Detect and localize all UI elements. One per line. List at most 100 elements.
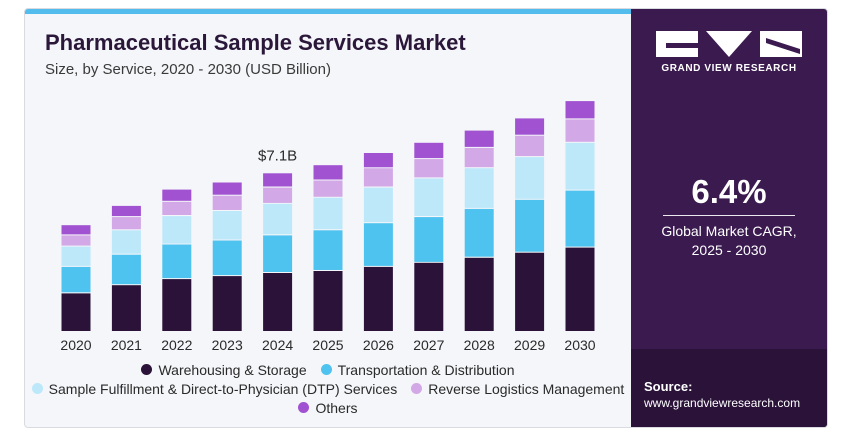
- legend-row: Others: [25, 398, 631, 417]
- data-label-2024: $7.1B: [258, 147, 297, 164]
- bar-segment-2020-s0: [61, 293, 91, 331]
- bar-segment-2025-s4: [313, 165, 343, 180]
- brand-name: GRAND VIEW RESEARCH: [661, 63, 797, 74]
- legend-item: Sample Fulfillment & Direct-to-Physician…: [31, 380, 398, 397]
- bar-segment-2025-s1: [313, 230, 343, 270]
- legend-row: Sample Fulfillment & Direct-to-Physician…: [25, 379, 631, 398]
- bar-segment-2024-s4: [263, 173, 293, 187]
- x-tick-label-2022: 2022: [161, 337, 192, 353]
- bar-segment-2023-s4: [212, 182, 242, 195]
- cagr-label-line2: 2025 - 2030: [691, 242, 767, 258]
- bar-segment-2024-s0: [263, 273, 293, 331]
- bar-segment-2029-s4: [515, 118, 545, 135]
- bar-segment-2030-s4: [565, 101, 595, 119]
- bar-segment-2022-s0: [162, 279, 192, 331]
- chart-legend: Warehousing & Storage Transportation & Di…: [25, 360, 631, 417]
- bar-segment-2022-s1: [162, 244, 192, 279]
- bar-segment-2026-s2: [363, 187, 393, 223]
- brand-logo: [656, 31, 802, 57]
- cagr-value: 6.4%: [691, 173, 767, 210]
- bar-segment-2026-s3: [363, 168, 393, 187]
- legend-label: Warehousing & Storage: [158, 361, 307, 378]
- bar-segment-2027-s4: [414, 142, 444, 159]
- bar-segment-2029-s0: [515, 252, 545, 331]
- bar-segment-2023-s1: [212, 240, 242, 276]
- legend-swatch: [141, 364, 153, 375]
- bar-chart: 2020 2021 2022 2023 2024 $7.1B 2025 2026 2027 202…: [60, 101, 596, 353]
- bar-segment-2030-s0: [565, 247, 595, 331]
- x-tick-label-2025: 2025: [312, 337, 343, 353]
- bar-segment-2021-s4: [111, 205, 141, 217]
- legend-item: Warehousing & Storage: [141, 361, 307, 378]
- bar-segment-2021-s1: [111, 254, 141, 285]
- legend-swatch: [411, 383, 423, 394]
- chart-subtitle: Size, by Service, 2020 - 2030 (USD Billi…: [45, 61, 331, 78]
- legend-label: Others: [315, 399, 358, 416]
- sidebar-panel: GRAND VIEW RESEARCH 6.4% Global Market C…: [631, 9, 827, 427]
- top-accent-bar: [25, 9, 631, 14]
- bar-segment-2028-s0: [464, 257, 494, 331]
- bar-segment-2027-s0: [414, 262, 444, 331]
- chart-panel: Pharmaceutical Sample Services Market Si…: [25, 14, 631, 427]
- x-tick-label-2026: 2026: [363, 337, 394, 353]
- bar-segment-2020-s2: [61, 246, 91, 266]
- legend-row: Warehousing & Storage Transportation & Di…: [25, 360, 631, 379]
- bar-segment-2024-s1: [263, 235, 293, 272]
- legend-swatch: [320, 364, 332, 375]
- bar-segment-2024-s2: [263, 203, 293, 235]
- bar-segment-2022-s4: [162, 189, 192, 201]
- bar-segment-2025-s2: [313, 197, 343, 230]
- bar-segment-2030-s2: [565, 142, 595, 190]
- bar-segment-2025-s0: [313, 271, 343, 331]
- bar-segment-2023-s0: [212, 276, 242, 331]
- bar-segment-2021-s3: [111, 217, 141, 230]
- x-tick-label-2024: 2024: [262, 337, 293, 353]
- legend-label: Reverse Logistics Management: [428, 380, 625, 397]
- source-footer: Source: www.grandviewresearch.com: [631, 349, 827, 427]
- bar-segment-2026-s1: [363, 223, 393, 266]
- bar-segment-2024-s3: [263, 187, 293, 203]
- legend-item: Transportation & Distribution: [320, 361, 515, 378]
- source-label: Source:: [644, 379, 693, 394]
- chart-title: Pharmaceutical Sample Services Market: [45, 30, 466, 55]
- legend-label: Sample Fulfillment & Direct-to-Physician…: [48, 380, 398, 397]
- legend-label: Transportation & Distribution: [337, 361, 515, 378]
- bar-segment-2026-s0: [363, 266, 393, 331]
- bar-segment-2028-s4: [464, 130, 494, 147]
- bar-segment-2027-s2: [414, 178, 444, 216]
- bar-segment-2028-s1: [464, 208, 494, 257]
- bar-segment-2020-s3: [61, 235, 91, 246]
- bar-segment-2029-s1: [515, 199, 545, 252]
- cagr-label: Global Market CAGR, 2025 - 2030: [631, 222, 827, 260]
- x-tick-label-2027: 2027: [413, 337, 444, 353]
- bar-segment-2022-s3: [162, 201, 192, 215]
- bar-segment-2020-s4: [61, 225, 91, 235]
- x-tick-label-2023: 2023: [212, 337, 243, 353]
- bar-segment-2028-s2: [464, 168, 494, 208]
- legend-swatch: [298, 402, 310, 413]
- bar-segment-2020-s1: [61, 266, 91, 293]
- x-tick-label-2028: 2028: [464, 337, 495, 353]
- bar-segment-2023-s3: [212, 195, 242, 210]
- divider: [663, 215, 795, 216]
- bar-segment-2030-s3: [565, 119, 595, 142]
- bar-segment-2028-s3: [464, 147, 494, 168]
- bar-segment-2027-s3: [414, 159, 444, 178]
- x-tick-label-2029: 2029: [514, 337, 545, 353]
- x-tick-label-2020: 2020: [60, 337, 91, 353]
- bar-segment-2029-s3: [515, 135, 545, 157]
- legend-swatch: [31, 383, 43, 394]
- bar-segment-2029-s2: [515, 157, 545, 199]
- x-tick-label-2021: 2021: [111, 337, 142, 353]
- source-link[interactable]: www.grandviewresearch.com: [644, 396, 801, 410]
- bar-segment-2026-s4: [363, 153, 393, 168]
- bar-segment-2025-s3: [313, 180, 343, 197]
- bar-segment-2021-s0: [111, 285, 141, 331]
- bar-segment-2030-s1: [565, 190, 595, 247]
- bar-segment-2022-s2: [162, 216, 192, 244]
- bar-segment-2021-s2: [111, 230, 141, 254]
- legend-item: Reverse Logistics Management: [411, 381, 624, 397]
- x-tick-label-2030: 2030: [564, 337, 595, 353]
- legend-item: Others: [298, 399, 358, 416]
- cagr-label-line1: Global Market CAGR,: [661, 223, 797, 239]
